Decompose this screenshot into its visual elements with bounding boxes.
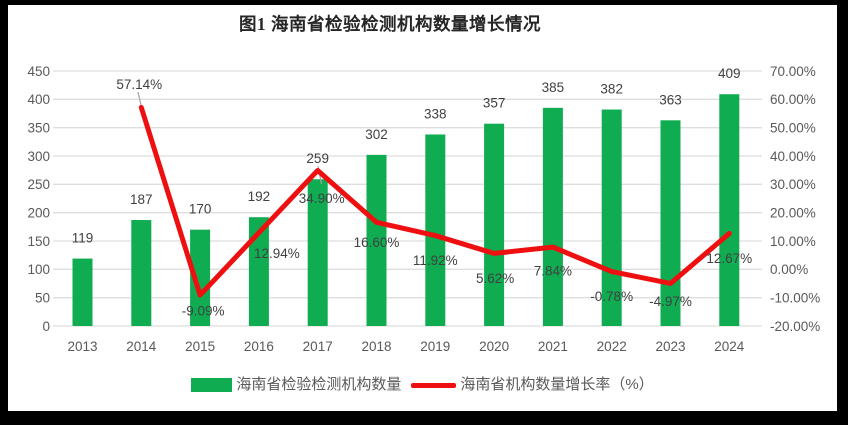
bar-label-2014: 187 [130,192,153,207]
rate-label-2017: 34.90% [299,191,345,206]
left-axis-tick: 50 [35,290,50,305]
legend-bar-swatch [191,378,233,392]
legend: 海南省检验检测机构数量 海南省机构数量增长率（%） [8,375,837,395]
right-axis-tick: 30.00% [770,177,816,192]
bar-label-2015: 170 [189,202,212,217]
bar-2014 [131,220,152,326]
rate-label-2014: 57.14% [116,77,162,92]
bar-label-2024: 409 [718,66,741,81]
rate-label-2023: -4.97% [649,294,692,309]
bar-label-2022: 382 [600,82,623,97]
x-axis-label-2024: 2024 [714,339,745,354]
x-axis-label-2023: 2023 [655,339,685,354]
bar-2016 [248,217,269,326]
right-axis-tick: 60.00% [770,92,816,107]
bar-2018 [366,154,387,326]
rate-label-2022: -0.78% [590,289,633,304]
bar-label-2016: 192 [248,189,271,204]
x-axis-label-2018: 2018 [361,339,391,354]
x-axis-label-2015: 2015 [185,339,215,354]
x-axis-label-2013: 2013 [67,339,97,354]
x-axis-label-2020: 2020 [479,339,509,354]
left-axis-tick: 350 [27,120,50,135]
rate-label-2021: 7.84% [534,264,572,279]
rate-label-2020: 5.62% [476,271,514,286]
right-axis-tick: 50.00% [770,120,816,135]
right-axis-tick: 40.00% [770,149,816,164]
right-axis-tick: 10.00% [770,234,816,249]
bar-label-2023: 363 [659,92,682,107]
legend-line-label: 海南省机构数量增长率（%） [460,376,654,393]
left-axis-tick: 400 [27,92,50,107]
x-axis-label-2014: 2014 [126,339,157,354]
bar-2023 [660,120,681,326]
left-axis-tick: 0 [42,319,50,334]
bar-label-2018: 302 [365,127,388,142]
bar-2019 [425,134,446,326]
left-axis-tick: 100 [27,262,50,277]
legend-line-swatch [411,382,457,388]
bar-2017 [307,179,328,326]
left-axis-tick: 450 [27,64,50,79]
left-axis-tick: 200 [27,205,50,220]
rate-label-2016: 12.94% [254,246,300,261]
bar-2015 [190,229,211,326]
rate-label-2018: 16.60% [354,235,400,250]
x-axis-label-2019: 2019 [420,339,450,354]
right-axis-tick: -10.00% [770,290,820,305]
x-axis-label-2017: 2017 [303,339,333,354]
legend-bar-label: 海南省检验检测机构数量 [236,376,402,393]
bar-2020 [484,123,505,326]
bar-label-2013: 119 [72,231,94,246]
chart-canvas [8,5,837,411]
bar-label-2017: 259 [306,151,329,166]
bar-2021 [542,107,563,326]
right-axis-tick: 70.00% [770,64,816,79]
bar-label-2021: 385 [542,80,565,95]
x-axis-label-2021: 2021 [538,339,568,354]
growth-rate-line [138,104,732,298]
leader-line-2014 [137,91,142,106]
x-axis-label-2016: 2016 [244,339,274,354]
rate-label-2024: 12.67% [706,251,752,266]
bar-2024 [719,94,740,326]
chart-title: 图1 海南省检验检测机构数量增长情况 [238,14,542,34]
right-axis-tick: -20.00% [770,319,820,334]
rate-label-2015: -9.09% [182,304,225,319]
left-axis-tick: 300 [27,149,50,164]
bar-label-2019: 338 [424,106,447,121]
bar-2013 [72,258,93,326]
right-axis-tick: 20.00% [770,205,816,220]
bar-label-2020: 357 [483,96,506,111]
x-axis-label-2022: 2022 [597,339,627,354]
rate-label-2019: 11.92% [413,253,458,268]
right-axis-tick: 0.00% [770,262,808,277]
left-axis-tick: 250 [27,177,50,192]
left-axis-tick: 150 [27,234,50,249]
